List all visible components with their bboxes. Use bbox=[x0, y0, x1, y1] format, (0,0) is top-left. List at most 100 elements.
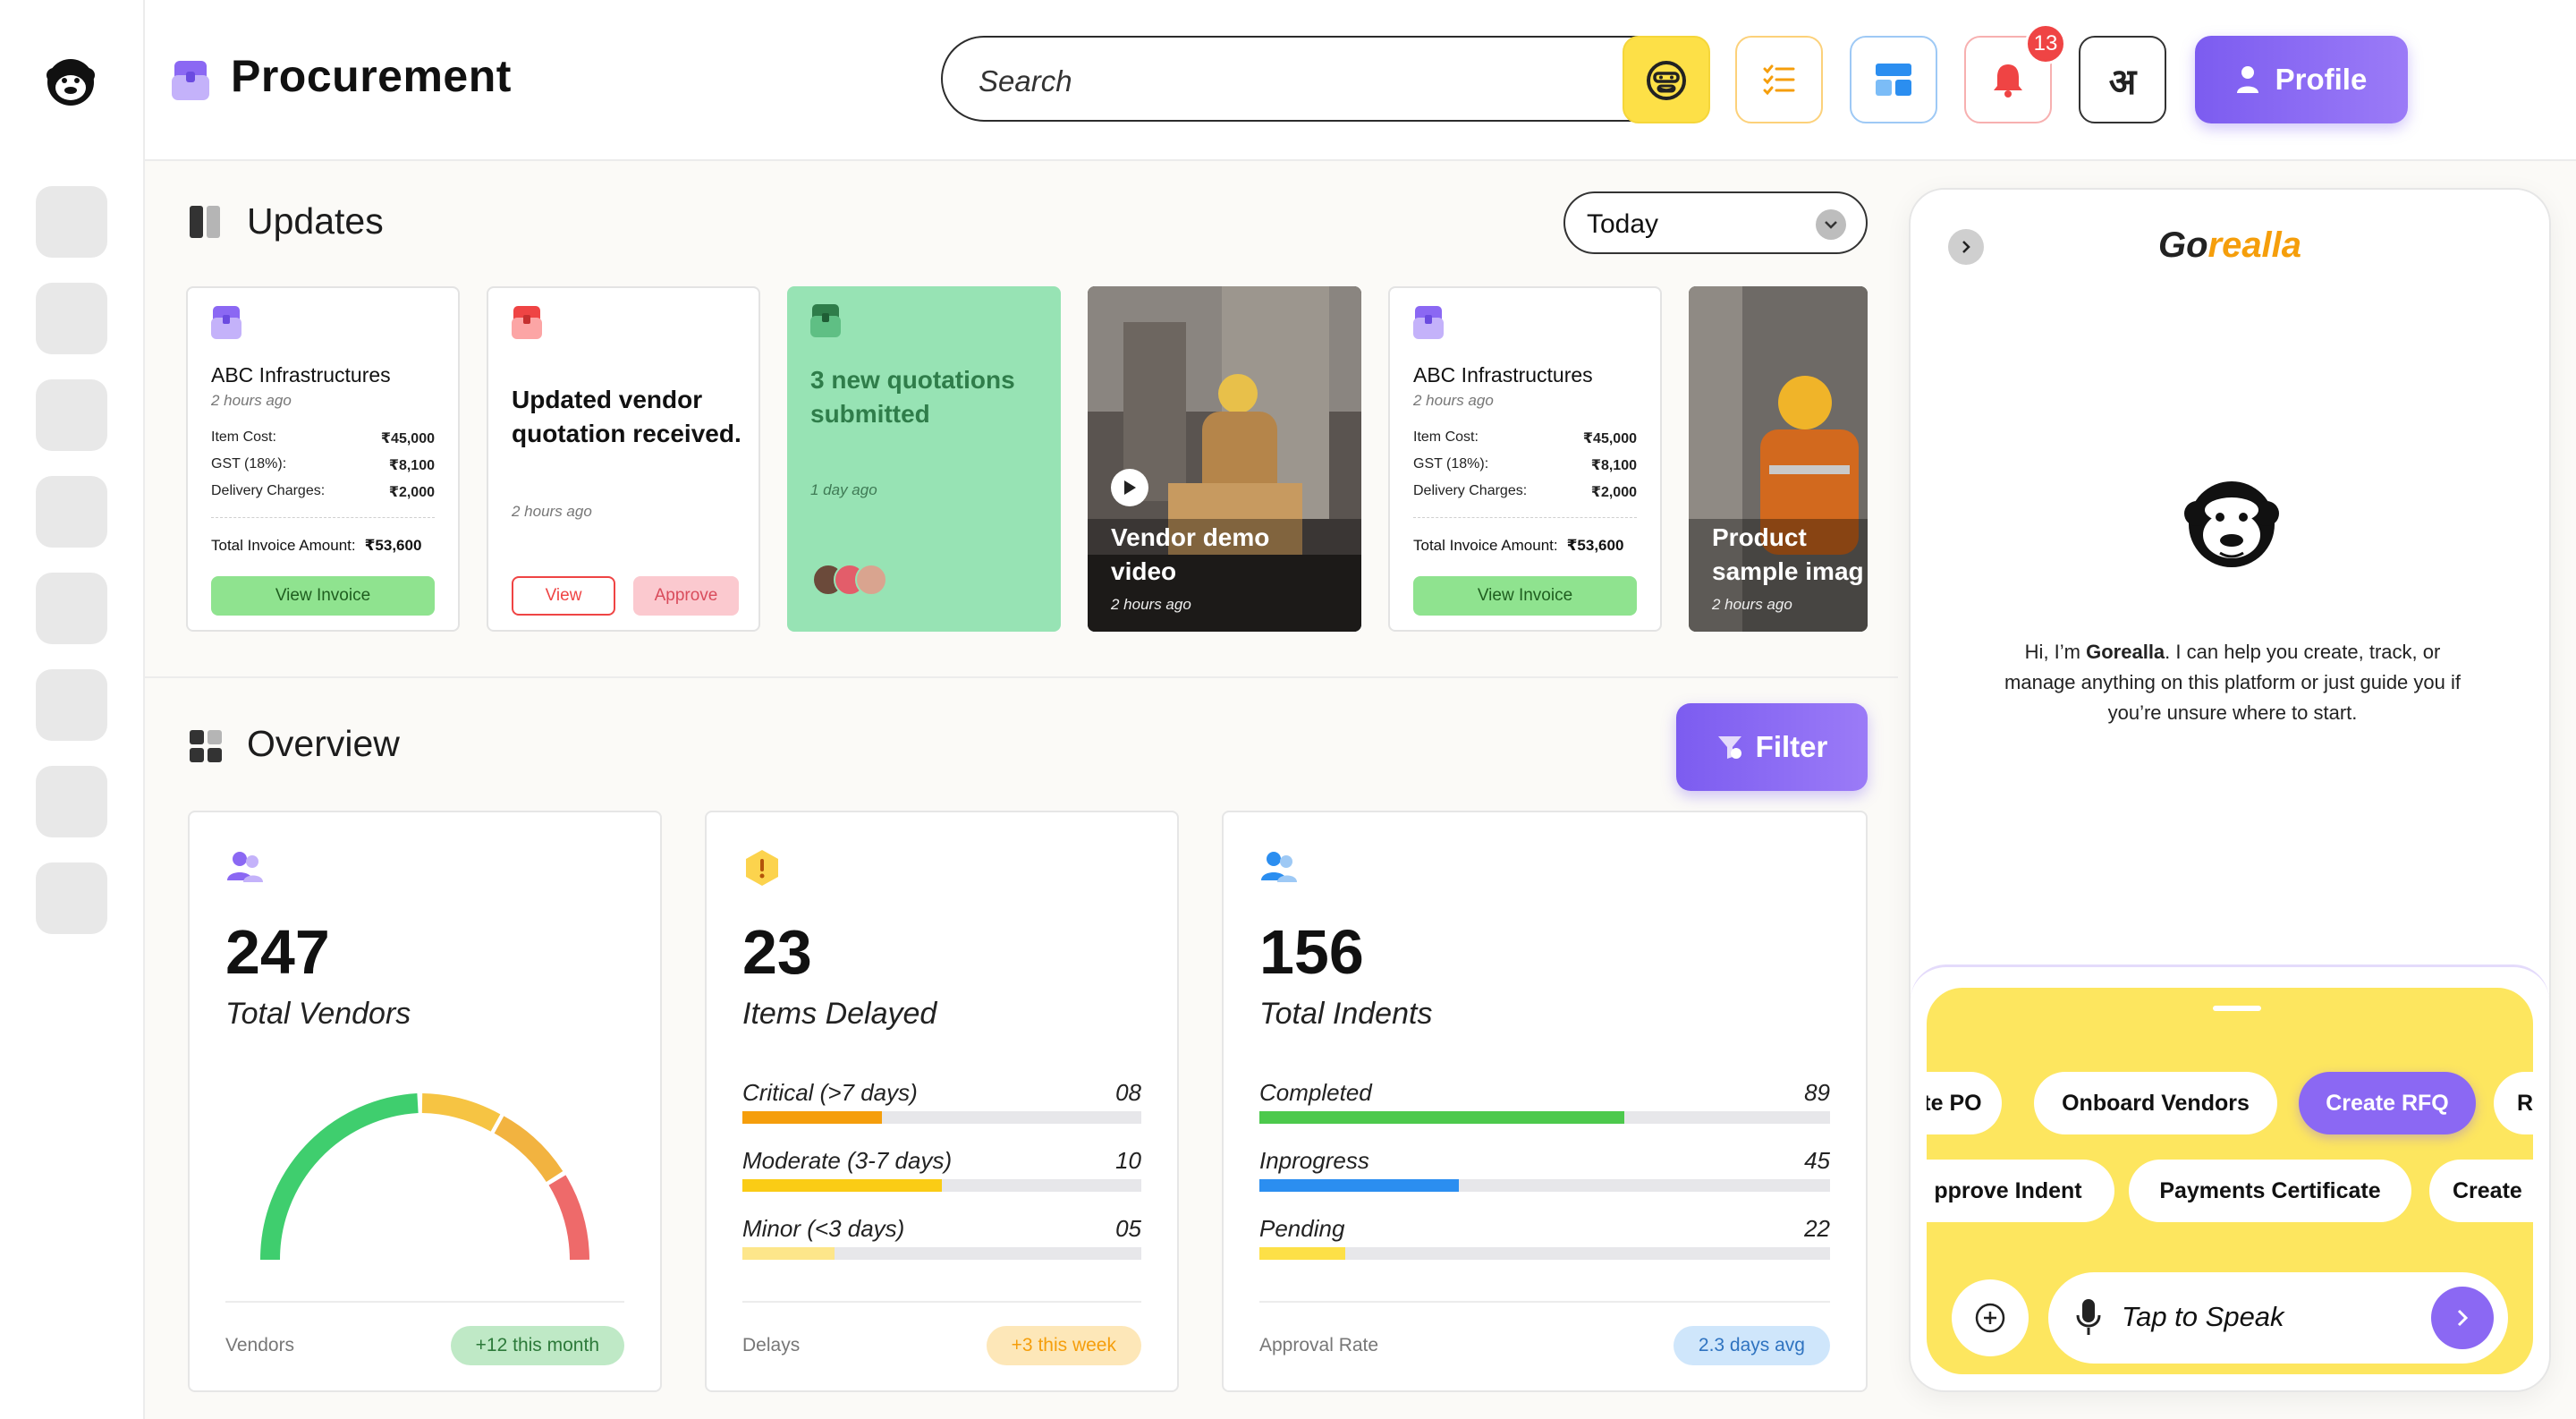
voice-input-placeholder: Tap to Speak bbox=[2122, 1301, 2284, 1332]
overview-section-icon bbox=[190, 730, 222, 762]
procurement-icon bbox=[1413, 306, 1444, 339]
quotation-update-card[interactable]: Updated vendor quotation received. 2 hou… bbox=[487, 286, 760, 632]
top-header: Procurement Search bbox=[145, 0, 2576, 161]
nav-slot[interactable] bbox=[36, 379, 107, 451]
divider bbox=[1413, 517, 1637, 518]
vendor-name: ABC Infrastructures bbox=[1413, 363, 1593, 387]
nav-slot[interactable] bbox=[36, 669, 107, 741]
vendor-video-card[interactable]: Vendor demo video 2 hours ago bbox=[1088, 286, 1361, 632]
progress-track bbox=[1259, 1179, 1830, 1192]
total-vendors-card[interactable]: 247 Total Vendors Vendors +12 this month bbox=[188, 811, 662, 1392]
row-value: 08 bbox=[1115, 1079, 1141, 1106]
invoice-row: GST (18%): ₹8,100 bbox=[211, 456, 435, 473]
progress-fill bbox=[742, 1111, 883, 1124]
total-label: Total Invoice Amount: bbox=[211, 537, 356, 554]
nav-slot[interactable] bbox=[36, 573, 107, 644]
brand-part-accent: realla bbox=[2207, 225, 2302, 265]
vendor-name: ABC Infrastructures bbox=[211, 363, 391, 387]
progress-track bbox=[1259, 1247, 1830, 1260]
collapse-panel-button[interactable] bbox=[1948, 229, 1984, 265]
chip-approve-indent[interactable]: pprove Indent bbox=[1927, 1160, 2114, 1222]
microphone-icon[interactable] bbox=[2075, 1297, 2102, 1337]
tasks-button[interactable] bbox=[1735, 36, 1823, 123]
delay-row-minor: Minor (<3 days) 05 bbox=[742, 1215, 1141, 1269]
row-value: ₹45,000 bbox=[380, 431, 435, 446]
view-invoice-button[interactable]: View Invoice bbox=[211, 576, 435, 616]
notifications-button[interactable] bbox=[1964, 36, 2052, 123]
view-button[interactable]: View bbox=[512, 576, 615, 616]
chip-create-po[interactable]: ate PO bbox=[1927, 1072, 2002, 1134]
add-attachment-button[interactable] bbox=[1952, 1279, 2029, 1356]
voice-input[interactable]: Tap to Speak bbox=[2048, 1272, 2508, 1364]
updates-section-icon bbox=[190, 206, 220, 238]
nav-slot[interactable] bbox=[36, 476, 107, 548]
stat-label: Total Indents bbox=[1259, 997, 1433, 1031]
product-image-card[interactable]: Product sample imag 2 hours ago bbox=[1689, 286, 1868, 632]
invoice-total: Total Invoice Amount: ₹53,600 bbox=[1413, 537, 1623, 555]
progress-fill bbox=[1259, 1247, 1345, 1260]
search-input[interactable]: Search bbox=[941, 36, 1698, 122]
dashboard-layout-button[interactable] bbox=[1850, 36, 1937, 123]
delay-row-critical: Critical (>7 days) 08 bbox=[742, 1079, 1141, 1133]
product-thumbnail bbox=[1689, 286, 1868, 632]
approve-button[interactable]: Approve bbox=[633, 576, 739, 616]
stat-value: 23 bbox=[742, 917, 812, 987]
date-range-select[interactable]: Today bbox=[1563, 191, 1868, 254]
row-label: Inprogress bbox=[1259, 1147, 1369, 1174]
indent-row-pending: Pending 22 bbox=[1259, 1215, 1830, 1269]
trend-badge: +3 this week bbox=[986, 1326, 1141, 1365]
row-value: 05 bbox=[1115, 1215, 1141, 1242]
row-value: ₹8,100 bbox=[1590, 458, 1637, 473]
chip-create-rfq[interactable]: Create RFQ bbox=[2299, 1072, 2476, 1134]
nav-slot[interactable] bbox=[36, 766, 107, 837]
gorilla-assistant-button[interactable] bbox=[1623, 36, 1710, 123]
invoice-row: Delivery Charges: ₹2,000 bbox=[1413, 483, 1637, 500]
row-label: Critical (>7 days) bbox=[742, 1079, 918, 1106]
filter-button[interactable]: Filter bbox=[1676, 703, 1868, 791]
video-title: Vendor demo video bbox=[1111, 523, 1270, 585]
progress-fill bbox=[1259, 1111, 1625, 1124]
nav-slot[interactable] bbox=[36, 186, 107, 258]
nav-slot[interactable] bbox=[36, 862, 107, 934]
chevron-down-icon bbox=[1816, 209, 1846, 240]
intro-text: Hi, I’m bbox=[2024, 641, 2087, 663]
drag-handle[interactable] bbox=[2213, 1006, 2261, 1011]
invoice-row: GST (18%): ₹8,100 bbox=[1413, 456, 1637, 473]
row-label: GST (18%): bbox=[211, 456, 287, 472]
view-invoice-button[interactable]: View Invoice bbox=[1413, 576, 1637, 616]
chip-create[interactable]: Create bbox=[2429, 1160, 2533, 1222]
nav-slot[interactable] bbox=[36, 283, 107, 354]
invoice-update-card[interactable]: ABC Infrastructures 2 hours ago Item Cos… bbox=[186, 286, 460, 632]
invoice-update-card[interactable]: ABC Infrastructures 2 hours ago Item Cos… bbox=[1388, 286, 1662, 632]
progress-fill bbox=[742, 1179, 942, 1192]
divider bbox=[1259, 1301, 1830, 1303]
quotations-submitted-card[interactable]: 3 new quotations submitted 1 day ago bbox=[787, 286, 1061, 632]
invoice-row: Delivery Charges: ₹2,000 bbox=[211, 483, 435, 500]
row-label: Item Cost: bbox=[211, 429, 276, 445]
send-button[interactable] bbox=[2431, 1287, 2494, 1349]
items-delayed-card[interactable]: 23 Items Delayed Critical (>7 days) 08 M… bbox=[705, 811, 1179, 1392]
avatar-group bbox=[812, 564, 911, 596]
language-button[interactable]: अ bbox=[2079, 36, 2166, 123]
procurement-app-icon bbox=[172, 61, 209, 100]
update-text: 3 new quotations submitted bbox=[810, 366, 1015, 428]
total-indents-card[interactable]: 156 Total Indents Completed 89 Inprogres… bbox=[1222, 811, 1868, 1392]
chip-more[interactable]: R bbox=[2494, 1072, 2533, 1134]
indent-row-completed: Completed 89 bbox=[1259, 1079, 1830, 1133]
stat-footer: Delays bbox=[742, 1335, 801, 1355]
chip-onboard-vendors[interactable]: Onboard Vendors bbox=[2034, 1072, 2277, 1134]
row-label: Minor (<3 days) bbox=[742, 1215, 905, 1242]
bell-icon bbox=[1994, 64, 2022, 98]
stat-value: 156 bbox=[1259, 917, 1364, 987]
profile-button[interactable]: Profile bbox=[2195, 36, 2408, 123]
play-icon[interactable] bbox=[1111, 469, 1148, 506]
divider bbox=[211, 517, 435, 518]
divider bbox=[742, 1301, 1141, 1303]
gorilla-logo-icon[interactable] bbox=[39, 48, 102, 111]
row-value: 45 bbox=[1804, 1147, 1830, 1174]
update-time: 2 hours ago bbox=[512, 503, 592, 520]
progress-track bbox=[742, 1247, 1141, 1260]
chip-payments-certificate[interactable]: Payments Certificate bbox=[2129, 1160, 2411, 1222]
checklist-icon bbox=[1763, 64, 1795, 96]
section-divider bbox=[145, 676, 1898, 678]
